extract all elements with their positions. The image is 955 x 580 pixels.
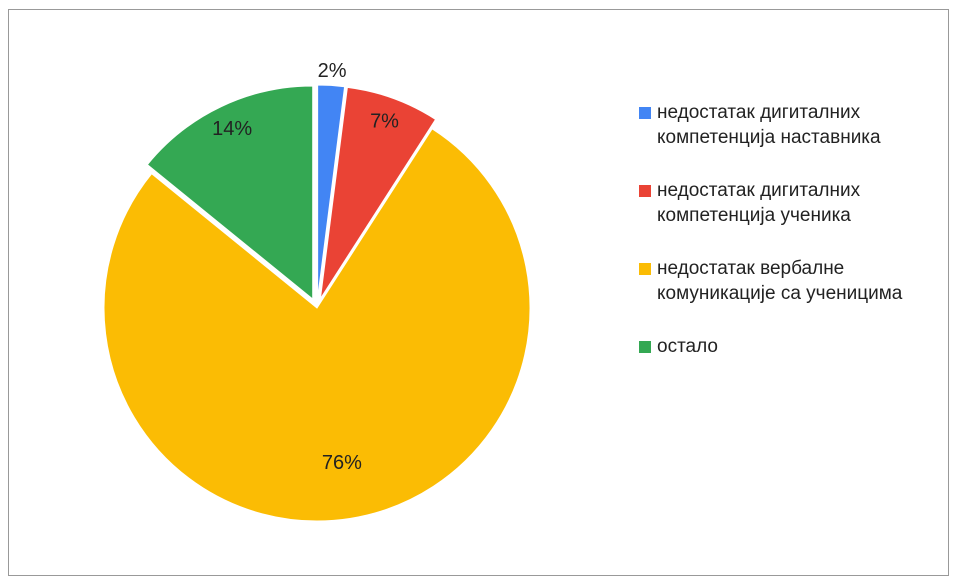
legend-swatch [639,341,651,353]
data-label: 7% [370,111,399,133]
data-label: 76% [322,452,362,474]
pie-slice [146,85,314,301]
legend-item: недостатак вербалне комуникације са учен… [637,256,947,306]
legend-item: остало [637,334,947,359]
legend-label: недостатак вербалне комуникације са учен… [657,258,903,304]
pie-slice [317,84,346,299]
legend-swatch [639,107,651,119]
pie-slice [103,128,531,522]
legend-label: недостатак дигиталних компетенција учени… [657,180,861,226]
pie-slice [319,86,437,299]
legend-swatch [639,185,651,197]
legend-label: остало [657,336,718,357]
legend-label: недостатак дигиталних компетенција наста… [657,102,881,148]
legend-item: недостатак дигиталних компетенција наста… [637,100,947,150]
legend: недостатак дигиталних компетенција наста… [637,100,947,387]
legend-item: недостатак дигиталних компетенција учени… [637,178,947,228]
data-label: 14% [212,118,252,140]
legend-swatch [639,263,651,275]
data-label: 2% [318,60,347,82]
